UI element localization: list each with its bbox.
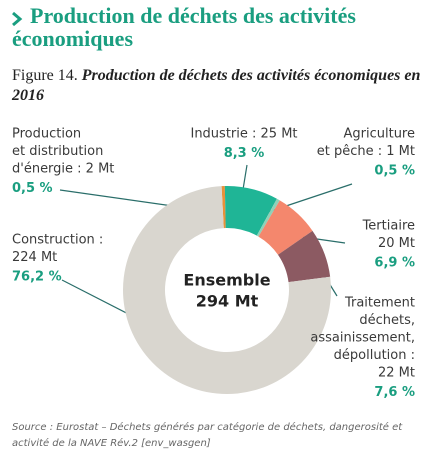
figure-caption: Production de déchets des activités écon… bbox=[12, 67, 421, 104]
slice-percent: 76,2 % bbox=[12, 270, 62, 285]
slice-label: 20 Mt bbox=[378, 236, 415, 251]
section-title: Production de déchets des activités écon… bbox=[12, 3, 356, 51]
slice-label: assainissement, bbox=[310, 331, 415, 346]
slice-label: et pêche : 1 Mt bbox=[317, 144, 415, 159]
slice-label: Production bbox=[12, 127, 81, 142]
slice-label: déchets, bbox=[359, 313, 415, 328]
figure-title: Figure 14. Production de déchets des act… bbox=[12, 66, 427, 106]
slice-label: dépollution : bbox=[334, 348, 415, 363]
donut-slice bbox=[258, 200, 313, 255]
slice-label: Industrie : 25 Mt bbox=[190, 127, 297, 142]
slice-label: et distribution bbox=[12, 144, 103, 159]
donut-slice bbox=[277, 230, 331, 283]
source-note: Source : Eurostat – Déchets générés par … bbox=[12, 422, 403, 449]
chevron-icon bbox=[12, 11, 23, 27]
donut-slice bbox=[123, 186, 331, 394]
slice-percent: 8,3 % bbox=[224, 146, 265, 161]
slice-percent: 0,5 % bbox=[374, 164, 415, 179]
slice-label: Agriculture bbox=[344, 127, 416, 142]
slice-label: Traitement bbox=[344, 296, 415, 311]
center-label: Ensemble bbox=[183, 271, 270, 290]
slice-percent: 7,6 % bbox=[374, 385, 415, 400]
slice-label: 224 Mt bbox=[12, 250, 57, 265]
figure-label: Figure 14. bbox=[12, 67, 78, 84]
slice-label: d'énergie : 2 Mt bbox=[12, 162, 114, 177]
center-value: 294 Mt bbox=[196, 292, 259, 311]
donut-slice bbox=[221, 186, 226, 229]
donut-slice bbox=[256, 198, 280, 237]
slice-percent: 0,5 % bbox=[12, 181, 53, 196]
donut-slice bbox=[224, 186, 277, 236]
slice-label: Tertiaire bbox=[362, 219, 415, 234]
slice-label: Construction : bbox=[12, 233, 103, 248]
slice-percent: 6,9 % bbox=[374, 256, 415, 271]
slice-label: 22 Mt bbox=[378, 366, 415, 381]
